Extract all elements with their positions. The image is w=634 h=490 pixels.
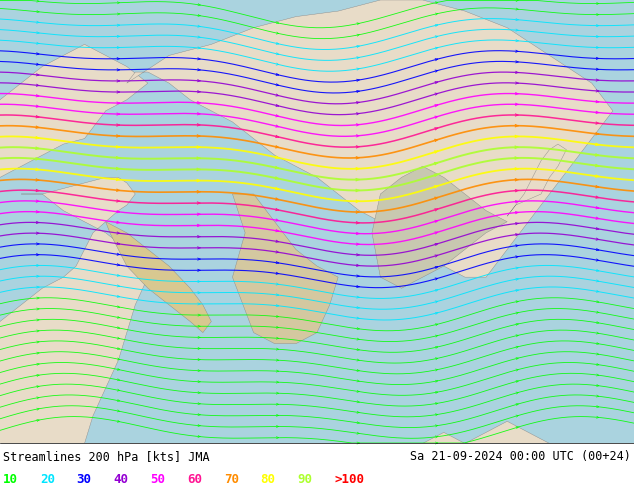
Polygon shape [127, 0, 613, 277]
Text: 80: 80 [261, 473, 276, 486]
Text: Streamlines 200 hPa [kts] JMA: Streamlines 200 hPa [kts] JMA [3, 450, 210, 464]
Polygon shape [233, 194, 338, 343]
Polygon shape [423, 421, 613, 490]
Text: 90: 90 [297, 473, 313, 486]
Text: 30: 30 [77, 473, 92, 486]
Polygon shape [0, 44, 148, 194]
Polygon shape [0, 177, 148, 490]
Text: 40: 40 [113, 473, 129, 486]
Text: 70: 70 [224, 473, 239, 486]
Text: 60: 60 [187, 473, 202, 486]
Text: >100: >100 [334, 473, 364, 486]
Polygon shape [106, 221, 211, 333]
Text: 50: 50 [150, 473, 165, 486]
Text: 10: 10 [3, 473, 18, 486]
Text: 20: 20 [40, 473, 55, 486]
Text: Sa 21-09-2024 00:00 UTC (00+24): Sa 21-09-2024 00:00 UTC (00+24) [410, 450, 631, 464]
Polygon shape [372, 166, 507, 288]
Polygon shape [507, 144, 566, 216]
